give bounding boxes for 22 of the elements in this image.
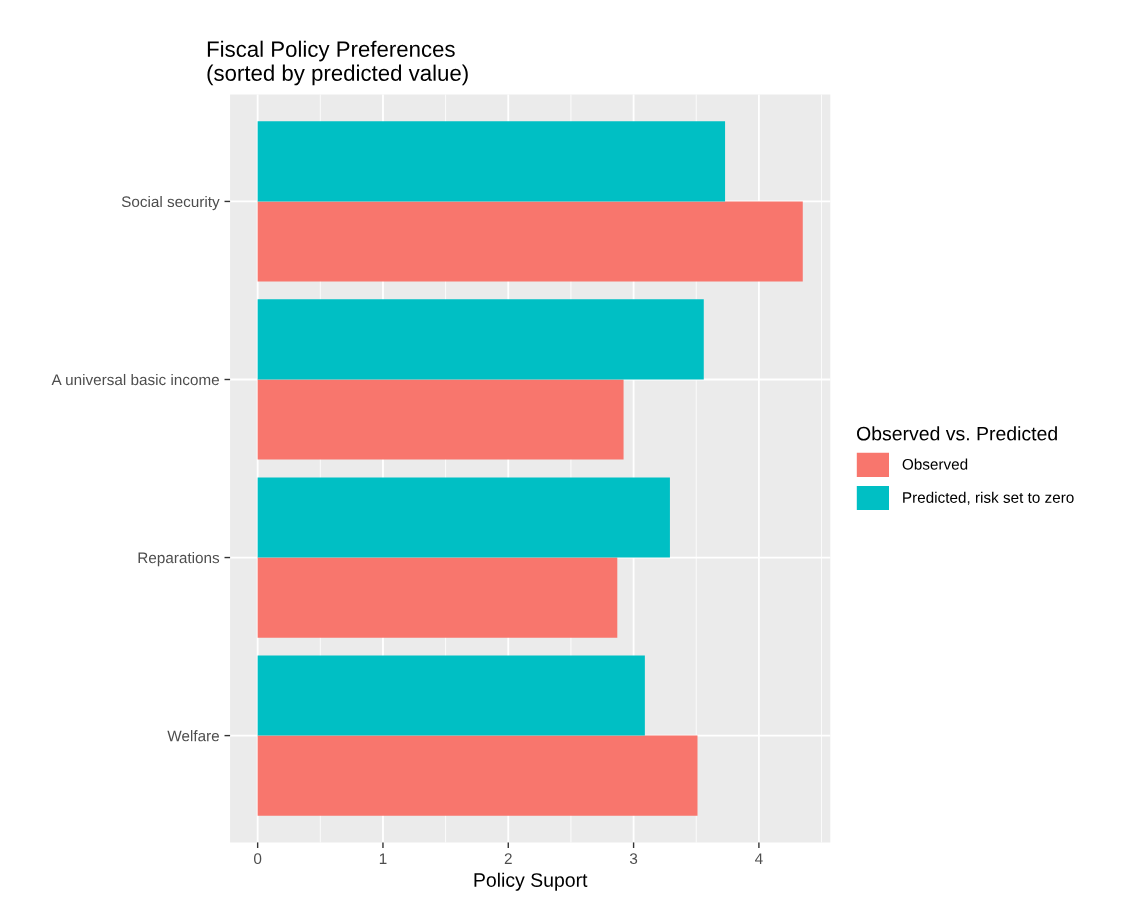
chart-title: Fiscal Policy Preferences (sorted by predicted value)	[207, 40, 468, 86]
x-axis-title: Policy Suport	[474, 872, 588, 891]
x-tick-label: 0	[254, 853, 262, 865]
bar	[257, 477, 670, 558]
legend-label: Observed	[902, 458, 968, 470]
y-tick-label: Welfare	[167, 730, 219, 742]
x-tick-label: 2	[504, 853, 512, 864]
bar	[257, 557, 618, 638]
legend-title: Observed vs. Predicted	[857, 426, 1057, 441]
y-tick-label: Social security	[121, 195, 220, 211]
bar	[257, 121, 726, 202]
bar	[257, 299, 704, 380]
y-tick-label: Reparations	[138, 552, 220, 567]
bar	[257, 735, 698, 816]
x-tick-label: 1	[379, 853, 387, 864]
x-tick-label: 3	[629, 853, 638, 865]
legend-label: Predicted, risk set to zero	[903, 491, 1074, 505]
bar	[257, 379, 624, 460]
y-tick-label: A universal basic income	[51, 373, 219, 386]
x-tick-label: 4	[755, 853, 763, 864]
bar	[257, 655, 645, 736]
bar	[257, 201, 803, 282]
